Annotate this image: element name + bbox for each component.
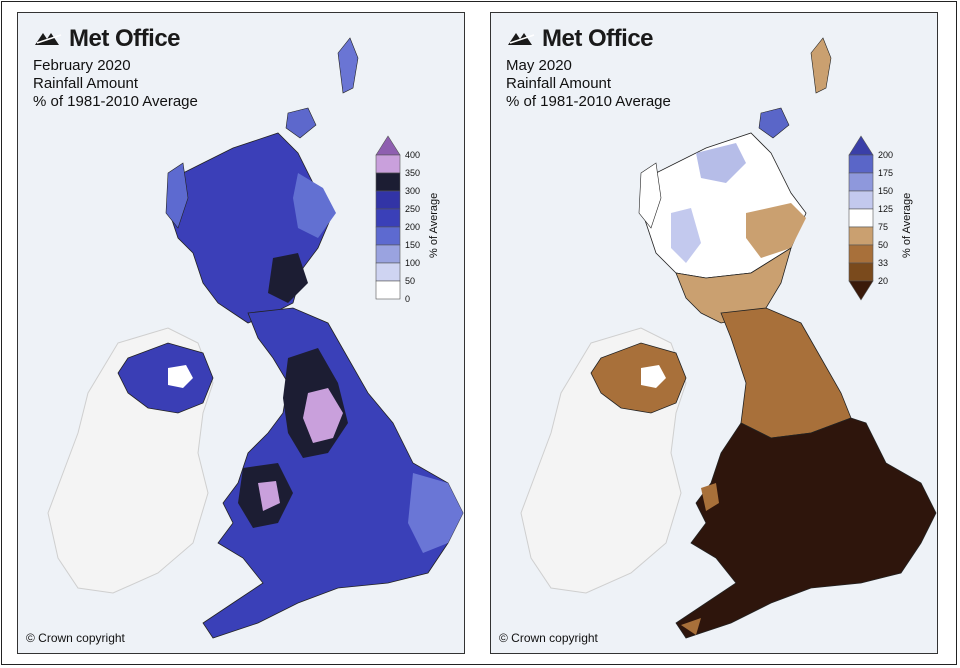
shetland bbox=[337, 37, 359, 94]
legend-tick: 20 bbox=[878, 276, 889, 286]
legend-tick: 33 bbox=[878, 258, 889, 268]
legend-title: % of Average bbox=[428, 192, 440, 258]
legend-tick: 100 bbox=[405, 258, 421, 268]
northern-england bbox=[720, 307, 852, 439]
map-metric: % of 1981-2010 Average bbox=[506, 93, 671, 110]
map-subtitle: Rainfall Amount bbox=[33, 75, 139, 92]
legend-tick: 175 bbox=[878, 168, 894, 178]
east-england-light bbox=[408, 473, 463, 553]
met-office-swirl-icon bbox=[508, 33, 535, 45]
copyright-notice: © Crown copyright bbox=[499, 631, 598, 645]
wales-patch bbox=[701, 483, 719, 511]
legend-colorbar bbox=[375, 135, 401, 300]
rainfall-map-may bbox=[520, 37, 937, 639]
legend-tick: 300 bbox=[405, 186, 421, 196]
legend-tick: 200 bbox=[405, 222, 421, 232]
legend-may: 200 175 150 125 75 50 33 20 % of Average bbox=[847, 128, 927, 308]
map-metric: % of 1981-2010 Average bbox=[33, 93, 198, 110]
map-titles: February 2020 Rainfall Amount % of 1981-… bbox=[33, 57, 198, 111]
map-titles: May 2020 Rainfall Amount % of 1981-2010 … bbox=[506, 57, 671, 111]
england-wales bbox=[202, 307, 464, 639]
legend-tick: 75 bbox=[878, 222, 889, 232]
shetland bbox=[810, 37, 832, 94]
map-month: February 2020 bbox=[33, 57, 131, 74]
legend-colorbar bbox=[848, 135, 874, 301]
south-coast-patch bbox=[681, 618, 701, 635]
scotland-northeast bbox=[293, 173, 336, 238]
logo-text: Met Office bbox=[542, 25, 654, 52]
orkney bbox=[285, 107, 317, 139]
met-office-swirl-icon bbox=[35, 33, 62, 45]
map-panel-may: Met Office May 2020 Rainfall Amount % of… bbox=[490, 12, 938, 654]
legend-tick: 200 bbox=[878, 150, 894, 160]
legend-title: % of Average bbox=[901, 192, 913, 258]
northern-ireland bbox=[590, 342, 687, 414]
northern-ireland bbox=[117, 342, 214, 414]
rainfall-map-february bbox=[47, 37, 464, 639]
map-month: May 2020 bbox=[506, 57, 572, 74]
hebrides bbox=[165, 162, 189, 229]
met-office-logo: Met Office bbox=[33, 25, 181, 53]
hebrides bbox=[638, 162, 662, 229]
lough-neagh bbox=[641, 365, 666, 388]
legend-tick: 150 bbox=[405, 240, 421, 250]
legend-february: 400 350 300 250 200 150 100 50 0 % of Av… bbox=[374, 128, 454, 308]
legend-tick: 150 bbox=[878, 186, 894, 196]
met-office-logo: Met Office bbox=[506, 25, 654, 53]
wales-highest bbox=[258, 481, 280, 511]
logo-text: Met Office bbox=[69, 25, 181, 52]
copyright-notice: © Crown copyright bbox=[26, 631, 125, 645]
legend-tick: 50 bbox=[405, 276, 416, 286]
legend-tick: 350 bbox=[405, 168, 421, 178]
legend-tick: 0 bbox=[405, 294, 411, 304]
lough-neagh bbox=[168, 365, 193, 388]
scotland-north-blue bbox=[696, 143, 746, 183]
map-panel-february: Met Office February 2020 Rainfall Amount… bbox=[17, 12, 465, 654]
orkney bbox=[758, 107, 790, 139]
scotland-south-high bbox=[268, 253, 308, 303]
map-subtitle: Rainfall Amount bbox=[506, 75, 612, 92]
scotland-east-tan bbox=[746, 203, 806, 258]
scotland-west-blue bbox=[671, 208, 701, 263]
legend-tick: 50 bbox=[878, 240, 889, 250]
legend-tick: 400 bbox=[405, 150, 421, 160]
legend-tick: 125 bbox=[878, 204, 894, 214]
legend-tick: 250 bbox=[405, 204, 421, 214]
pennines-highest bbox=[303, 388, 343, 443]
southern-england-wales bbox=[675, 417, 937, 639]
